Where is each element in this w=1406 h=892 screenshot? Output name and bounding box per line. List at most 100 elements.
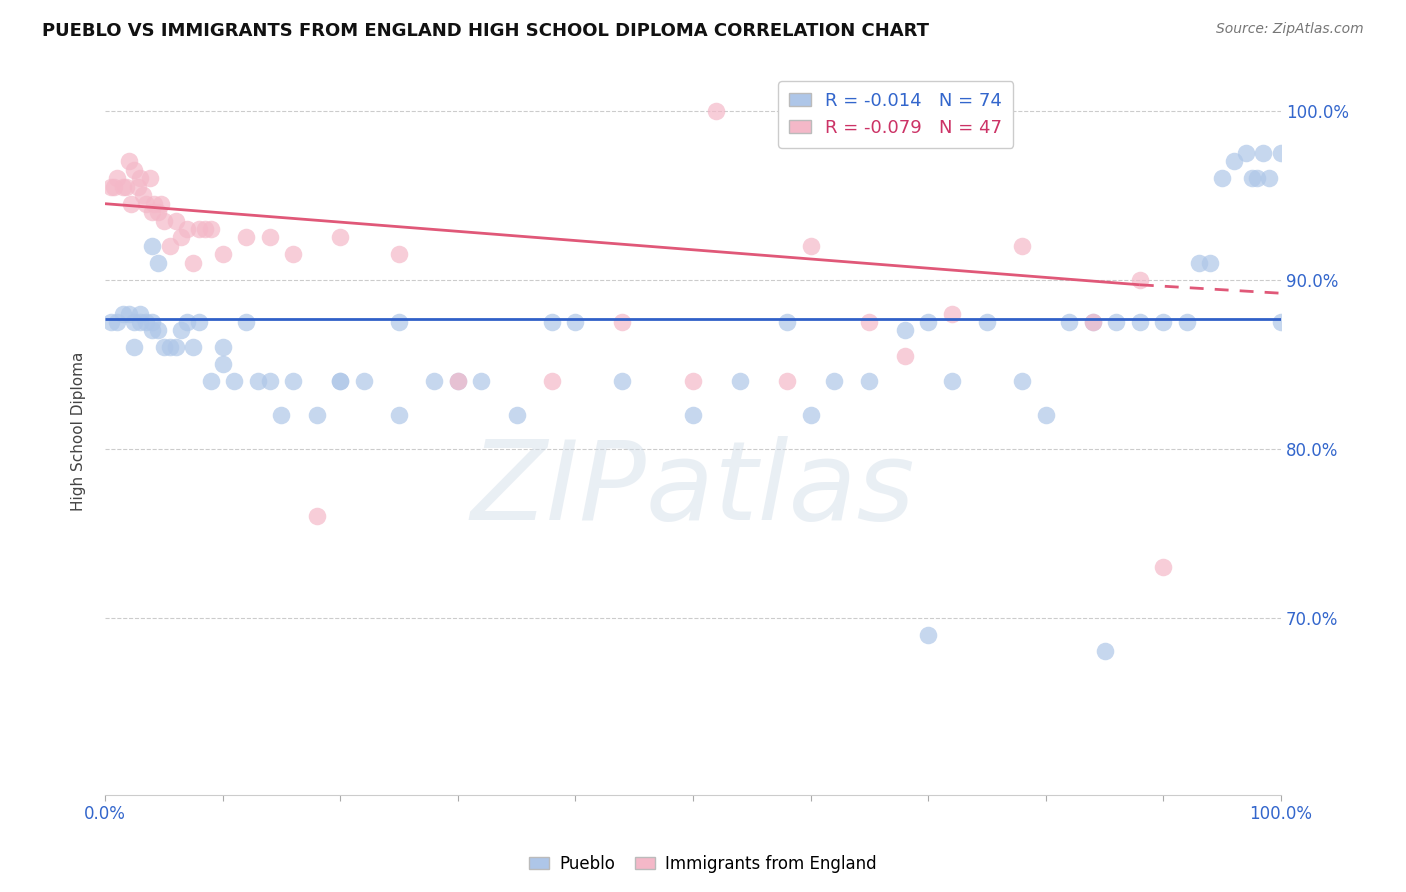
Point (146, 205, 169, 219)
Point (181, 340, 204, 354)
Point (1246, 171, 1268, 186)
Text: Source: ZipAtlas.com: Source: ZipAtlas.com (1216, 22, 1364, 37)
Point (1175, 315, 1198, 329)
Point (124, 162, 146, 177)
Point (329, 374, 352, 388)
Point (541, 315, 564, 329)
Point (211, 357, 233, 371)
Point (188, 315, 211, 329)
Point (211, 247, 233, 261)
Point (129, 306, 152, 320)
Point (564, 315, 586, 329)
Point (858, 374, 880, 388)
Point (388, 315, 411, 329)
Point (259, 374, 281, 388)
Point (776, 315, 799, 329)
Point (976, 315, 998, 329)
Point (141, 323, 163, 337)
Point (1223, 154, 1246, 169)
Point (129, 171, 152, 186)
Point (152, 213, 174, 227)
Point (135, 315, 157, 329)
Text: PUEBLO VS IMMIGRANTS FROM ENGLAND HIGH SCHOOL DIPLOMA CORRELATION CHART: PUEBLO VS IMMIGRANTS FROM ENGLAND HIGH S… (42, 22, 929, 40)
Point (682, 374, 704, 388)
Y-axis label: High School Diploma: High School Diploma (72, 352, 86, 511)
Point (146, 323, 169, 337)
Point (941, 374, 963, 388)
Point (1035, 408, 1057, 422)
Point (246, 374, 269, 388)
Point (159, 340, 181, 354)
Point (165, 213, 187, 227)
Point (200, 222, 222, 236)
Point (105, 171, 128, 186)
Point (194, 222, 217, 236)
Point (124, 315, 146, 329)
Point (305, 509, 328, 524)
Point (117, 306, 139, 320)
Point (800, 408, 823, 422)
Point (1105, 315, 1128, 329)
Point (143, 196, 166, 211)
Point (141, 205, 163, 219)
Point (120, 196, 142, 211)
Point (917, 315, 939, 329)
Point (138, 171, 160, 186)
Point (1270, 146, 1292, 161)
Point (305, 408, 328, 422)
Point (111, 179, 134, 194)
Point (1199, 256, 1222, 270)
Point (447, 374, 470, 388)
Point (152, 340, 174, 354)
Point (941, 306, 963, 320)
Point (353, 374, 375, 388)
Point (181, 256, 204, 270)
Point (188, 222, 211, 236)
Point (141, 315, 163, 329)
Point (1094, 644, 1116, 658)
Point (1081, 315, 1104, 329)
Point (176, 315, 198, 329)
Point (259, 230, 281, 244)
Point (1011, 239, 1033, 253)
Point (1253, 146, 1275, 161)
Point (170, 323, 193, 337)
Point (423, 374, 446, 388)
Point (329, 230, 352, 244)
Point (776, 374, 799, 388)
Point (728, 374, 751, 388)
Point (124, 340, 146, 354)
Point (100, 179, 122, 194)
Point (388, 247, 411, 261)
Point (176, 222, 198, 236)
Point (111, 306, 134, 320)
Point (211, 340, 233, 354)
Point (1152, 560, 1174, 574)
Point (1129, 273, 1152, 287)
Point (165, 340, 187, 354)
Point (127, 179, 149, 194)
Point (893, 323, 915, 337)
Legend: R = -0.014   N = 74, R = -0.079   N = 47: R = -0.014 N = 74, R = -0.079 N = 47 (779, 81, 1014, 148)
Point (505, 408, 527, 422)
Point (135, 196, 157, 211)
Legend: Pueblo, Immigrants from England: Pueblo, Immigrants from England (523, 848, 883, 880)
Point (200, 374, 222, 388)
Text: ZIPatlas: ZIPatlas (471, 436, 915, 543)
Point (100, 315, 122, 329)
Point (117, 154, 139, 169)
Point (1129, 315, 1152, 329)
Point (1188, 256, 1211, 270)
Point (150, 196, 173, 211)
Point (858, 315, 880, 329)
Point (706, 103, 728, 118)
Point (1258, 171, 1281, 186)
Point (115, 179, 138, 194)
Point (1011, 374, 1033, 388)
Point (612, 374, 634, 388)
Point (388, 408, 411, 422)
Point (105, 315, 128, 329)
Point (270, 408, 292, 422)
Point (800, 239, 823, 253)
Point (131, 188, 153, 202)
